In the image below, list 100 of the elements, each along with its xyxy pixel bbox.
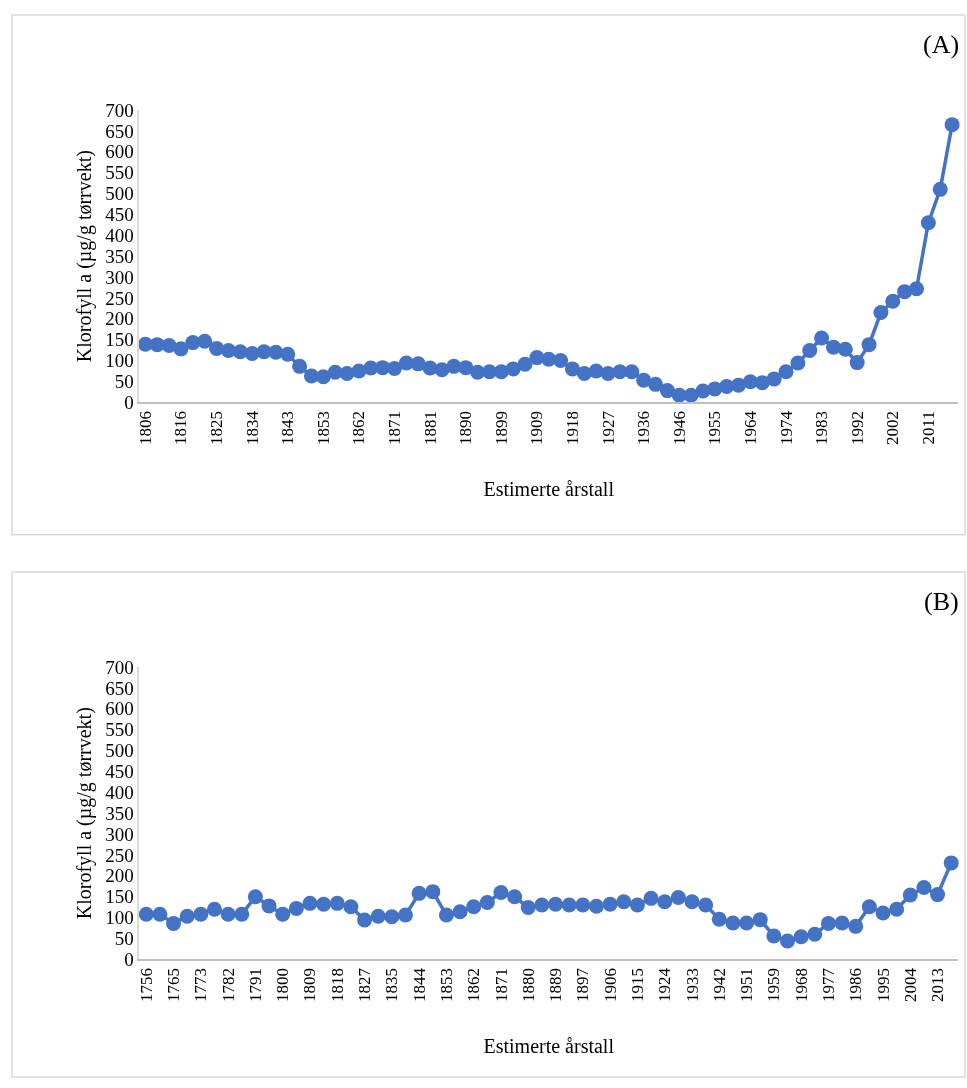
y-tick-label: 50 — [114, 928, 134, 950]
x-tick-label: 1951 — [737, 968, 757, 1003]
x-tick-label: 1816 — [171, 411, 191, 446]
y-tick-label: 400 — [105, 781, 134, 803]
y-tick-label: 100 — [105, 350, 134, 372]
point — [507, 889, 523, 905]
point — [479, 895, 495, 911]
point — [329, 895, 345, 911]
x-tick-label: 1862 — [349, 411, 369, 446]
x-tick-label: 1995 — [873, 968, 893, 1003]
x-tick-label: 1871 — [385, 411, 405, 446]
y-tick-label: 0 — [124, 391, 134, 413]
point — [561, 897, 577, 913]
y-tick-label: 100 — [105, 907, 134, 929]
point — [793, 929, 809, 945]
point — [438, 907, 454, 923]
x-tick-label: 1881 — [420, 411, 440, 446]
x-tick-label: 1968 — [791, 968, 811, 1003]
point — [930, 887, 946, 903]
point — [643, 890, 659, 906]
y-tick-label: 0 — [124, 948, 134, 970]
y-axis-title: Klorofyll a (µg/g tørrvekt) — [73, 150, 97, 363]
x-tick-label: 1827 — [355, 967, 375, 1003]
x-tick-label: 1889 — [546, 968, 566, 1003]
point — [466, 899, 482, 915]
y-tick-label: 650 — [105, 677, 134, 699]
x-tick-label: 1806 — [135, 411, 155, 446]
x-tick-label: 1992 — [847, 411, 867, 446]
y-tick-label: 550 — [105, 162, 134, 184]
y-tick-label: 150 — [105, 886, 134, 908]
point — [302, 895, 318, 911]
y-tick-label: 350 — [105, 802, 134, 824]
x-tick-label: 1773 — [191, 968, 211, 1003]
point — [206, 901, 222, 917]
point — [657, 894, 673, 910]
x-tick-label: 1955 — [705, 411, 725, 446]
point — [711, 911, 727, 927]
point — [834, 915, 850, 931]
y-tick-label: 700 — [105, 656, 134, 678]
x-tick-label: 1897 — [573, 967, 593, 1003]
x-tick-label: 1825 — [207, 411, 227, 446]
point — [193, 906, 209, 922]
y-tick-label: 250 — [105, 844, 134, 866]
x-tick-label: 1844 — [409, 967, 429, 1003]
y-axis-title: Klorofyll a (µg/g tørrvekt) — [73, 707, 97, 920]
x-tick-label: 2004 — [900, 967, 920, 1003]
x-tick-label: 1974 — [776, 410, 796, 446]
point — [670, 890, 686, 906]
point — [875, 905, 891, 921]
x-axis-title: Estimerte årstall — [483, 1035, 615, 1058]
x-tick-label: 1809 — [300, 968, 320, 1003]
y-tick-label: 600 — [105, 141, 134, 163]
x-tick-label: 2013 — [928, 968, 948, 1003]
y-tick-label: 150 — [105, 329, 134, 351]
point — [343, 899, 359, 915]
x-tick-label: 1915 — [627, 968, 647, 1003]
x-tick-label: 2011 — [918, 411, 938, 445]
point — [602, 896, 618, 912]
point — [902, 887, 918, 903]
x-tick-label: 1924 — [655, 967, 675, 1003]
x-tick-label: 1909 — [527, 411, 547, 446]
point — [698, 897, 714, 913]
point — [152, 906, 168, 922]
point — [261, 898, 277, 914]
x-tick-label: 1880 — [518, 968, 538, 1003]
point — [820, 915, 836, 931]
x-tick-label: 1835 — [382, 968, 402, 1003]
point — [752, 912, 768, 928]
x-tick-label: 1899 — [491, 411, 511, 446]
point — [684, 894, 700, 910]
point — [493, 885, 509, 901]
x-tick-label: 1782 — [218, 968, 238, 1003]
point — [370, 908, 386, 924]
point — [780, 933, 795, 949]
x-tick-label: 1791 — [245, 968, 265, 1003]
point — [357, 912, 373, 928]
x-tick-label: 1890 — [456, 411, 476, 446]
y-tick-label: 500 — [105, 740, 134, 762]
point — [629, 897, 645, 913]
y-tick-label: 300 — [105, 823, 134, 845]
point — [548, 896, 564, 912]
y-tick-label: 450 — [105, 204, 134, 226]
x-tick-label: 1862 — [464, 968, 484, 1003]
point — [861, 899, 877, 915]
point — [452, 904, 468, 920]
point — [288, 900, 304, 916]
x-tick-label: 1853 — [436, 968, 456, 1003]
point — [234, 906, 250, 922]
y-tick-label: 250 — [105, 287, 134, 309]
point — [889, 901, 905, 917]
y-tick-label: 700 — [105, 99, 134, 121]
y-tick-label: 200 — [105, 865, 134, 887]
point — [220, 906, 236, 922]
point — [616, 894, 632, 910]
point — [534, 897, 550, 913]
y-tick-label: 300 — [105, 266, 134, 288]
x-tick-label: 1871 — [491, 968, 511, 1003]
point — [275, 906, 291, 922]
y-tick-label: 500 — [105, 183, 134, 205]
x-tick-label: 1946 — [669, 411, 689, 446]
